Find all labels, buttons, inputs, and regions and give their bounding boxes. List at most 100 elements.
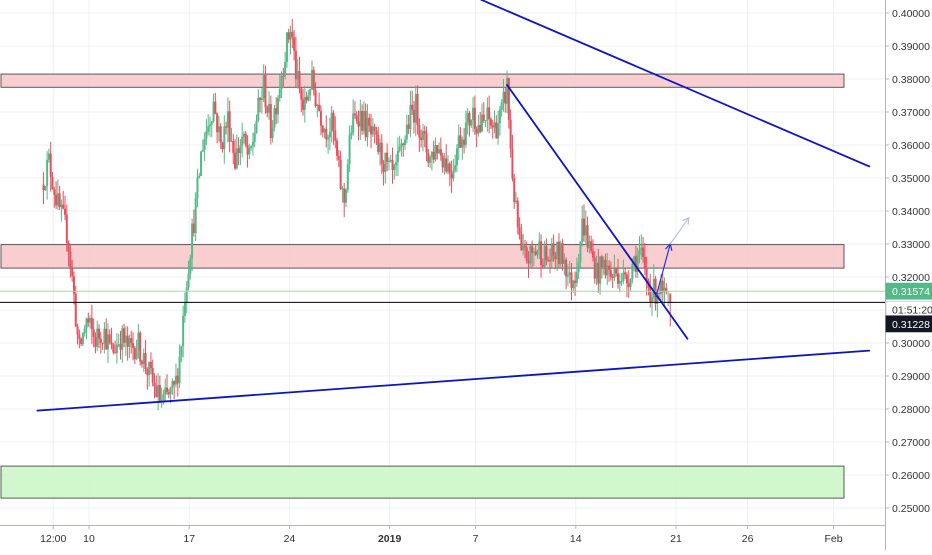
candle-body <box>649 287 652 302</box>
candle-down <box>643 243 646 276</box>
candle-body <box>659 280 662 294</box>
candle-body <box>185 287 188 304</box>
x-tick-label: 7 <box>473 533 479 545</box>
candle-up <box>121 325 124 363</box>
candle-body <box>593 257 596 279</box>
candle-body <box>178 356 181 384</box>
candle-down <box>411 90 414 116</box>
candle-body <box>289 31 292 40</box>
candle-down <box>531 240 534 268</box>
candle-body <box>94 336 97 347</box>
projection-arrow[interactable] <box>655 243 671 297</box>
candle-body <box>151 368 154 383</box>
candle-up <box>430 150 433 171</box>
resistance-zone-upper[interactable] <box>0 73 845 88</box>
candle-body <box>522 245 525 251</box>
candle-down <box>597 248 600 293</box>
steep-downtrend-line[interactable] <box>506 84 689 340</box>
candle-up <box>656 290 659 318</box>
candle-body <box>189 258 192 274</box>
candle-up <box>198 172 201 179</box>
ascending-support-line[interactable] <box>36 349 871 412</box>
candle-down <box>300 87 303 113</box>
candle-body <box>192 223 195 234</box>
resistance-zone-middle[interactable] <box>0 244 845 269</box>
price-labels: 0.31574 01:51:20 0.31228 <box>885 282 932 333</box>
candle-down <box>87 312 90 327</box>
candle-down <box>608 260 611 282</box>
candle-down <box>146 367 149 390</box>
candle-down <box>357 110 360 141</box>
candle-body <box>321 125 324 133</box>
candle-up <box>257 89 260 123</box>
candle-body <box>667 291 670 293</box>
candle-down <box>132 332 135 361</box>
candle-body <box>604 259 607 276</box>
candle-body <box>352 113 355 133</box>
candle-body <box>183 303 186 316</box>
candle-down <box>302 89 305 116</box>
candle-body <box>391 159 394 171</box>
projection-arrow-faded[interactable] <box>669 217 690 245</box>
candle-up <box>461 136 464 160</box>
candle-down <box>282 67 285 88</box>
candle-body <box>638 250 641 256</box>
candle-down <box>561 238 564 271</box>
candle-up <box>464 110 467 148</box>
candle-body <box>117 344 120 346</box>
candle-body <box>534 251 537 255</box>
candle-down <box>65 204 68 252</box>
candle-body <box>631 263 634 280</box>
upper-downtrend-line[interactable] <box>480 0 871 168</box>
candle-body <box>658 292 661 294</box>
candle-body <box>529 245 532 264</box>
candle-body <box>146 368 149 376</box>
candle-body <box>368 117 371 126</box>
candle-down <box>552 234 555 262</box>
candle-up <box>344 188 347 208</box>
candle-down <box>155 375 158 398</box>
candle-body <box>65 214 68 244</box>
candle-body <box>128 338 131 347</box>
candle-up <box>309 88 312 101</box>
trendlines[interactable] <box>36 0 871 412</box>
candle-down <box>318 92 321 112</box>
candle-body <box>285 32 288 62</box>
candle-body <box>561 243 564 264</box>
candle-up <box>262 64 265 103</box>
support-zone-lower[interactable] <box>0 465 845 499</box>
candle-up <box>47 148 50 163</box>
candle-body <box>76 326 79 335</box>
candle-body <box>498 109 501 124</box>
candle-body <box>346 164 349 190</box>
candle-body <box>257 97 260 121</box>
candle-down <box>259 96 262 113</box>
y-tick-label: 0.26000 <box>892 470 930 482</box>
candle-down <box>540 234 543 278</box>
x-tick-label: 17 <box>183 533 195 545</box>
candle-down <box>545 238 548 266</box>
candle-down <box>489 117 492 129</box>
candle-up <box>389 154 392 163</box>
candle-body <box>393 165 396 171</box>
candle-body <box>87 318 90 323</box>
candle-body <box>276 98 279 115</box>
candle-body <box>296 71 299 80</box>
candle-down <box>294 37 297 89</box>
candle-body <box>407 124 410 129</box>
candle-body <box>72 276 75 294</box>
candle-body <box>284 61 287 77</box>
candle-up <box>466 108 469 135</box>
candle-down <box>167 389 170 399</box>
candle-down <box>51 171 54 190</box>
candle-down <box>565 257 568 290</box>
candle-down <box>149 352 152 375</box>
candle-body <box>294 50 297 80</box>
candle-down <box>176 368 179 397</box>
candle-body <box>421 130 424 140</box>
candle-body <box>208 124 211 127</box>
candle-up <box>180 345 183 363</box>
candle-up <box>443 153 446 175</box>
